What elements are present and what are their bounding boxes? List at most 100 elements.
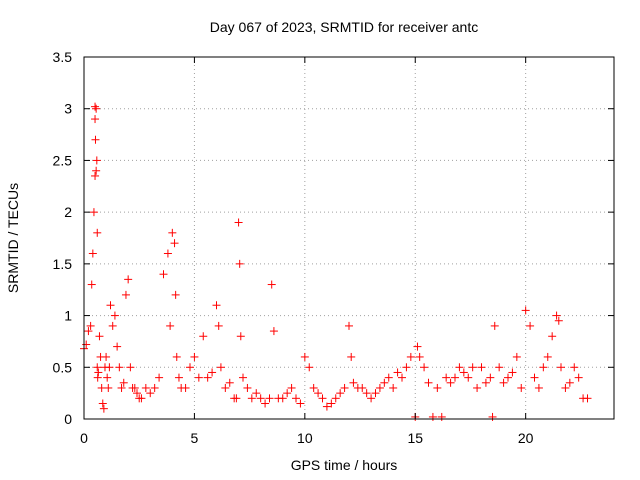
data-point bbox=[91, 135, 100, 144]
y-tick-label: 1 bbox=[64, 308, 72, 324]
data-point bbox=[126, 363, 135, 372]
data-point bbox=[203, 373, 212, 382]
data-point bbox=[499, 378, 508, 387]
data-point bbox=[235, 259, 244, 268]
data-point bbox=[526, 321, 535, 330]
data-point bbox=[150, 383, 159, 392]
data-point bbox=[239, 373, 247, 382]
data-point bbox=[225, 378, 234, 387]
data-point bbox=[247, 394, 256, 403]
data-point bbox=[155, 373, 164, 382]
data-point bbox=[130, 383, 139, 392]
data-point bbox=[415, 352, 424, 361]
data-point bbox=[552, 311, 561, 320]
data-point bbox=[232, 394, 241, 403]
data-point bbox=[265, 394, 274, 403]
data-point bbox=[234, 218, 243, 227]
data-point bbox=[261, 399, 270, 408]
data-point bbox=[433, 383, 442, 392]
data-point bbox=[104, 383, 113, 392]
data-point bbox=[424, 378, 433, 387]
data-point bbox=[349, 378, 358, 387]
data-point bbox=[413, 342, 422, 351]
data-point bbox=[133, 389, 141, 398]
data-point bbox=[393, 368, 402, 377]
data-point bbox=[256, 394, 265, 403]
data-point bbox=[91, 102, 100, 111]
data-point bbox=[367, 394, 376, 403]
x-tick-label: 0 bbox=[80, 430, 88, 446]
data-point bbox=[406, 352, 415, 361]
data-point bbox=[428, 412, 437, 421]
data-point bbox=[94, 368, 103, 377]
data-point bbox=[92, 104, 101, 113]
data-point bbox=[278, 394, 287, 403]
data-point bbox=[464, 373, 473, 382]
data-point bbox=[93, 373, 102, 382]
data-point bbox=[318, 394, 327, 403]
data-point bbox=[389, 383, 398, 392]
data-point bbox=[488, 412, 497, 421]
data-point bbox=[384, 373, 393, 382]
data-point bbox=[362, 389, 371, 398]
data-point bbox=[91, 115, 100, 124]
data-point bbox=[292, 394, 300, 403]
data-point bbox=[119, 378, 128, 387]
x-tick-label: 20 bbox=[518, 430, 534, 446]
data-point bbox=[574, 373, 583, 382]
data-point bbox=[141, 383, 150, 392]
data-point bbox=[110, 311, 119, 320]
data-point bbox=[543, 352, 552, 361]
data-point bbox=[583, 394, 592, 403]
x-axis-label: GPS time / hours bbox=[291, 457, 398, 473]
data-point bbox=[102, 352, 111, 361]
data-point bbox=[305, 363, 314, 372]
data-point bbox=[269, 327, 278, 336]
data-point bbox=[420, 363, 429, 372]
data-point bbox=[190, 352, 199, 361]
y-tick-label: 2.5 bbox=[53, 152, 73, 168]
x-axis-ticks: 0 5 10 15 20 bbox=[80, 57, 534, 446]
chart-title: Day 067 of 2023, SRMTID for receiver ant… bbox=[210, 19, 478, 35]
data-point bbox=[486, 373, 495, 382]
data-point bbox=[504, 373, 512, 382]
data-point bbox=[92, 156, 101, 165]
y-tick-label: 3.5 bbox=[53, 49, 73, 65]
data-point bbox=[199, 332, 208, 341]
data-point bbox=[89, 208, 98, 217]
data-point bbox=[534, 383, 543, 392]
data-point bbox=[214, 321, 223, 330]
data-point bbox=[437, 412, 446, 421]
data-point bbox=[93, 363, 102, 372]
data-point bbox=[347, 352, 356, 361]
data-point bbox=[98, 399, 107, 408]
data-point bbox=[345, 321, 353, 330]
data-point bbox=[561, 383, 570, 392]
data-point bbox=[170, 239, 179, 248]
data-point bbox=[530, 373, 539, 382]
data-point bbox=[194, 373, 203, 382]
data-point bbox=[322, 402, 331, 411]
y-tick-label: 3 bbox=[64, 101, 72, 117]
y-tick-label: 2 bbox=[64, 204, 72, 220]
y-tick-label: 0.5 bbox=[53, 359, 73, 375]
data-point bbox=[212, 301, 221, 310]
plot-frame bbox=[83, 56, 615, 420]
data-point bbox=[283, 389, 292, 398]
data-point bbox=[314, 389, 323, 398]
data-point bbox=[172, 352, 181, 361]
data-point bbox=[91, 171, 100, 180]
data-point bbox=[88, 249, 97, 258]
data-point bbox=[117, 383, 126, 392]
data-point bbox=[554, 316, 563, 325]
data-point bbox=[473, 383, 482, 392]
data-point bbox=[93, 228, 102, 237]
data-point bbox=[336, 389, 345, 398]
data-point bbox=[236, 332, 245, 341]
data-point bbox=[103, 373, 112, 382]
data-point bbox=[539, 363, 548, 372]
data-point bbox=[216, 363, 225, 372]
data-point bbox=[442, 373, 451, 382]
